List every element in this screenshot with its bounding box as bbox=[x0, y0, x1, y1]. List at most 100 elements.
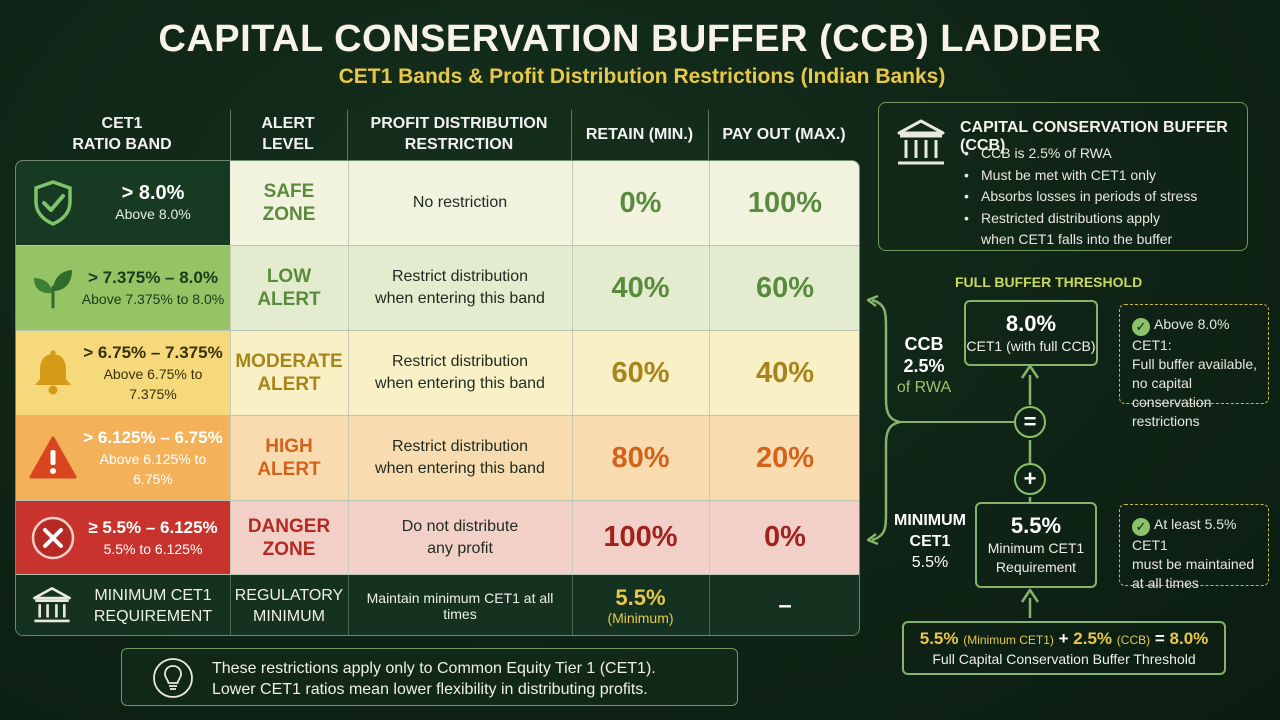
minimum-cet1-label: Minimum CET1 Requirement bbox=[987, 540, 1085, 575]
payout-value: 40% bbox=[755, 356, 815, 389]
band-range: > 6.75% – 7.375% bbox=[83, 343, 223, 362]
column-divider bbox=[230, 331, 231, 415]
payout-cell: 0% bbox=[709, 501, 859, 574]
restriction-cell: Do not distribute any profit bbox=[348, 501, 572, 574]
retain-cell: 5.5% (Minimum) bbox=[572, 575, 709, 635]
column-divider bbox=[709, 416, 710, 500]
ccb-list-item: Restricted distributions apply when CET1… bbox=[964, 208, 1197, 251]
retain-cell: 0% bbox=[572, 161, 709, 245]
header-divider bbox=[708, 110, 709, 162]
restriction-text: Restrict distribution when entering this… bbox=[375, 268, 545, 307]
page-title: CAPITAL CONSERVATION BUFFER (CCB) LADDER bbox=[158, 18, 1102, 60]
alert-level: MODERATE ALERT bbox=[235, 351, 343, 395]
column-divider bbox=[348, 246, 349, 330]
band-description: Above 6.125% to 6.75% bbox=[99, 451, 207, 487]
retain-value: 100% bbox=[603, 521, 678, 553]
minimum-cet1-value: 5.5% bbox=[1010, 513, 1062, 538]
retain-value: 60% bbox=[611, 356, 670, 389]
payout-value: 100% bbox=[747, 186, 823, 219]
restriction-text: Maintain minimum CET1 at all times bbox=[366, 590, 554, 622]
threshold-sum-box: 5.5% (Minimum CET1) + 2.5% (CCB) = 8.0% … bbox=[902, 621, 1226, 675]
column-divider bbox=[348, 161, 349, 245]
restriction-cell: Restrict distribution when entering this… bbox=[348, 246, 572, 330]
restriction-cell: Restrict distribution when entering this… bbox=[348, 331, 572, 415]
header-divider bbox=[571, 110, 572, 162]
band-cell: MINIMUM CET1 REQUIREMENT bbox=[16, 575, 230, 635]
table-row-moderate: > 6.75% – 7.375% Above 6.75% to 7.375% M… bbox=[16, 331, 859, 416]
payout-value: 20% bbox=[755, 441, 815, 474]
column-divider bbox=[348, 501, 349, 574]
band-cell: > 6.75% – 7.375% Above 6.75% to 7.375% bbox=[16, 331, 230, 415]
column-divider bbox=[348, 575, 349, 635]
column-divider bbox=[572, 331, 573, 415]
band-cell: ≥ 5.5% – 6.125% 5.5% to 6.125% bbox=[16, 501, 230, 574]
retain-cell: 80% bbox=[572, 416, 709, 500]
restriction-text: No restriction bbox=[412, 194, 508, 211]
threshold-equation: 5.5% (Minimum CET1) + 2.5% (CCB) = 8.0% bbox=[919, 629, 1209, 648]
band-description: Above 7.375% to 8.0% bbox=[81, 291, 225, 307]
band-cell: > 6.125% – 6.75% Above 6.125% to 6.75% bbox=[16, 416, 230, 500]
retain-value: 80% bbox=[611, 441, 670, 474]
band-cell: > 7.375% – 8.0% Above 7.375% to 8.0% bbox=[16, 246, 230, 330]
plus-icon: + bbox=[1014, 463, 1046, 495]
payout-value: 60% bbox=[755, 271, 815, 304]
ccb-list-item: CCB is 2.5% of RWA bbox=[964, 143, 1197, 165]
column-divider bbox=[709, 331, 710, 415]
header-divider bbox=[347, 110, 348, 162]
header-divider bbox=[230, 110, 231, 162]
alert-cell: DANGER ZONE bbox=[230, 501, 348, 574]
full-ccb-value: 8.0% bbox=[1005, 310, 1057, 336]
warning-icon bbox=[29, 436, 77, 479]
ccb-ladder-table: > 8.0% Above 8.0% SAFE ZONE No restricti… bbox=[15, 160, 860, 636]
diagram-connectors bbox=[866, 294, 1040, 618]
alert-cell: MODERATE ALERT bbox=[230, 331, 348, 415]
restriction-text: Do not distribute any profit bbox=[401, 517, 519, 557]
retain-value: 40% bbox=[611, 271, 670, 304]
column-divider bbox=[230, 575, 231, 635]
column-divider bbox=[709, 575, 710, 635]
payout-cell: 20% bbox=[709, 416, 859, 500]
bank-icon bbox=[897, 119, 945, 165]
full-ccb-label: CET1 (with full CCB) bbox=[966, 337, 1096, 354]
band-description: 5.5% to 6.125% bbox=[103, 540, 203, 557]
column-divider bbox=[709, 246, 710, 330]
above-8-note: ✓ Above 8.0% CET1: Full buffer available,… bbox=[1119, 304, 1269, 429]
ccb-list: CCB is 2.5% of RWA Must be met with CET1… bbox=[964, 143, 1197, 251]
alert-level: REGULATORY MINIMUM bbox=[234, 587, 344, 625]
restriction-cell: Restrict distribution when entering this… bbox=[348, 416, 572, 500]
min-band-label: MINIMUM CET1 REQUIREMENT bbox=[93, 587, 213, 625]
ccb-info-box: CAPITAL CONSERVATION BUFFER (CCB) CCB is… bbox=[878, 102, 1248, 251]
restriction-cell: Maintain minimum CET1 at all times bbox=[348, 575, 572, 635]
band-description: Above 8.0% bbox=[115, 206, 191, 222]
column-divider bbox=[230, 501, 231, 574]
threshold-caption: Full Capital Conservation Buffer Thresho… bbox=[932, 651, 1196, 667]
lightbulb-icon bbox=[153, 658, 193, 698]
header-payout: PAY OUT (MAX.) bbox=[722, 125, 846, 143]
note-line-2: Lower CET1 ratios mean lower flexibility… bbox=[212, 681, 648, 698]
alert-cell: SAFE ZONE bbox=[230, 161, 348, 245]
alert-cell: REGULATORY MINIMUM bbox=[230, 575, 348, 635]
check-icon: ✓ bbox=[1132, 318, 1150, 336]
band-description: Above 6.75% to 7.375% bbox=[103, 366, 203, 402]
band-range: > 8.0% bbox=[121, 182, 185, 204]
equals-icon: = bbox=[1014, 406, 1046, 438]
column-divider bbox=[572, 416, 573, 500]
alert-level: LOW ALERT bbox=[257, 266, 321, 310]
payout-cell: 100% bbox=[709, 161, 859, 245]
column-divider bbox=[709, 501, 710, 574]
column-divider bbox=[348, 416, 349, 500]
table-row-danger: ≥ 5.5% – 6.125% 5.5% to 6.125% DANGER ZO… bbox=[16, 501, 859, 575]
column-divider bbox=[572, 575, 573, 635]
column-divider bbox=[230, 246, 231, 330]
header-alert-level: ALERT LEVEL bbox=[261, 115, 315, 153]
footer-note: These restrictions apply only to Common … bbox=[121, 648, 738, 706]
restriction-text: Restrict distribution when entering this… bbox=[375, 438, 545, 477]
note-line-1: These restrictions apply only to Common … bbox=[212, 660, 656, 677]
ccb-side-label: CCB 2.5% of RWA bbox=[896, 334, 952, 396]
shield-check-icon bbox=[34, 180, 72, 226]
check-icon: ✓ bbox=[1132, 518, 1150, 536]
payout-value: 0% bbox=[764, 521, 806, 553]
table-row-high: > 6.125% – 6.75% Above 6.125% to 6.75% H… bbox=[16, 416, 859, 501]
payout-cell: 40% bbox=[709, 331, 859, 415]
table-row-low: > 7.375% – 8.0% Above 7.375% to 8.0% LOW… bbox=[16, 246, 859, 331]
